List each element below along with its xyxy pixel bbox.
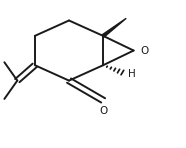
Polygon shape <box>102 18 126 37</box>
Text: O: O <box>99 106 107 116</box>
Text: O: O <box>140 46 148 56</box>
Text: H: H <box>129 69 136 79</box>
